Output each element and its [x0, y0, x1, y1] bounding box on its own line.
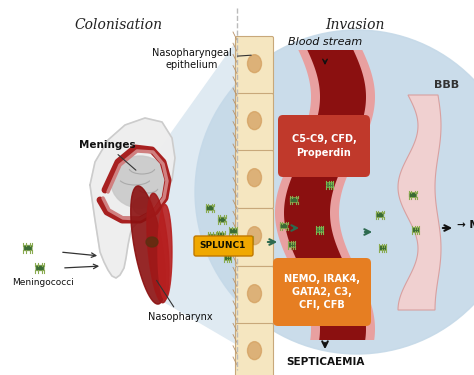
Text: SEPTICAEMIA: SEPTICAEMIA	[286, 357, 364, 367]
Text: Meningococci: Meningococci	[12, 278, 74, 287]
FancyBboxPatch shape	[206, 206, 214, 211]
FancyBboxPatch shape	[278, 115, 370, 177]
Circle shape	[195, 30, 474, 354]
FancyBboxPatch shape	[236, 93, 273, 152]
FancyBboxPatch shape	[380, 246, 386, 250]
Ellipse shape	[247, 285, 262, 303]
FancyBboxPatch shape	[409, 192, 417, 198]
FancyBboxPatch shape	[290, 197, 298, 202]
FancyBboxPatch shape	[273, 258, 371, 326]
Polygon shape	[90, 118, 175, 278]
Text: Colonisation: Colonisation	[74, 18, 162, 32]
Text: NEMO, IRAK4,
GATA2, C3,
CFI, CFB: NEMO, IRAK4, GATA2, C3, CFI, CFB	[284, 274, 360, 310]
Polygon shape	[155, 40, 237, 345]
FancyBboxPatch shape	[36, 265, 44, 271]
FancyBboxPatch shape	[412, 228, 419, 232]
Text: → MENINGITIS: → MENINGITIS	[457, 220, 474, 230]
FancyBboxPatch shape	[236, 150, 273, 208]
Ellipse shape	[247, 55, 262, 73]
Ellipse shape	[247, 342, 262, 360]
Ellipse shape	[133, 197, 153, 215]
Ellipse shape	[247, 169, 262, 187]
FancyBboxPatch shape	[321, 308, 328, 312]
FancyBboxPatch shape	[236, 36, 273, 94]
Polygon shape	[398, 95, 441, 310]
FancyBboxPatch shape	[376, 212, 384, 217]
Polygon shape	[275, 50, 375, 340]
Text: Nasopharyngeal
epithelium: Nasopharyngeal epithelium	[152, 48, 251, 70]
Ellipse shape	[146, 237, 158, 247]
Text: Meninges: Meninges	[79, 140, 136, 170]
Polygon shape	[147, 193, 169, 303]
Text: Nasopharynx: Nasopharynx	[148, 280, 213, 322]
FancyBboxPatch shape	[194, 236, 253, 256]
FancyBboxPatch shape	[208, 234, 216, 239]
FancyBboxPatch shape	[327, 183, 333, 188]
Ellipse shape	[111, 156, 169, 208]
FancyBboxPatch shape	[311, 142, 319, 147]
FancyBboxPatch shape	[280, 224, 288, 229]
Text: Blood stream: Blood stream	[288, 37, 362, 47]
Text: SPLUNC1: SPLUNC1	[200, 242, 246, 250]
FancyBboxPatch shape	[317, 228, 323, 232]
FancyBboxPatch shape	[24, 245, 32, 251]
Text: C5-C9, CFD,
Properdin: C5-C9, CFD, Properdin	[292, 134, 356, 158]
FancyBboxPatch shape	[246, 238, 254, 242]
FancyBboxPatch shape	[236, 324, 273, 375]
Text: BBB: BBB	[435, 80, 460, 90]
Polygon shape	[284, 50, 366, 340]
Polygon shape	[131, 186, 165, 304]
FancyBboxPatch shape	[217, 233, 224, 238]
FancyBboxPatch shape	[289, 243, 295, 248]
Ellipse shape	[247, 112, 262, 130]
FancyBboxPatch shape	[218, 217, 226, 222]
FancyBboxPatch shape	[331, 268, 338, 272]
FancyBboxPatch shape	[230, 228, 237, 234]
FancyBboxPatch shape	[225, 256, 231, 260]
Text: Invasion: Invasion	[325, 18, 385, 32]
FancyBboxPatch shape	[236, 209, 273, 267]
Ellipse shape	[247, 226, 262, 244]
Polygon shape	[158, 204, 172, 300]
FancyBboxPatch shape	[236, 267, 273, 324]
